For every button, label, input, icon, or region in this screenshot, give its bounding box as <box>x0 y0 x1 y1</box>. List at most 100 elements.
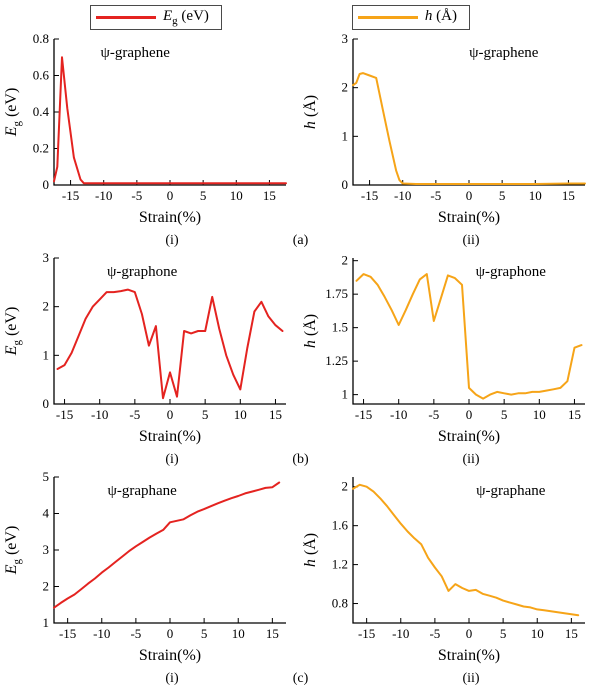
svg-text:5: 5 <box>201 626 208 641</box>
subplot-tag-ii: (ii) <box>462 671 480 686</box>
svg-text:0.8: 0.8 <box>33 31 49 46</box>
subplot-tag-i: (i) <box>165 671 179 686</box>
svg-text:0.8: 0.8 <box>332 596 348 611</box>
svg-text:3: 3 <box>43 250 50 265</box>
row-label-c: (c) <box>292 671 309 686</box>
legend-label-h: h (Å) <box>425 8 457 27</box>
svg-text:1.6: 1.6 <box>332 518 349 533</box>
svg-text:0: 0 <box>167 407 174 422</box>
svg-text:15: 15 <box>562 188 575 203</box>
svg-text:15: 15 <box>568 407 581 422</box>
svg-text:5: 5 <box>43 469 50 484</box>
svg-text:5: 5 <box>500 626 507 641</box>
svg-text:0.2: 0.2 <box>33 141 49 156</box>
svg-text:5: 5 <box>202 407 209 422</box>
svg-text:2: 2 <box>342 253 349 268</box>
legend-entry-h: h (Å) <box>351 5 470 30</box>
svg-text:ψ-graphone: ψ-graphone <box>476 264 547 280</box>
red-line-swatch <box>96 16 156 19</box>
svg-text:1: 1 <box>342 387 349 402</box>
chart-graphene-h: -15 -10 -5 0 5 10 15 0 1 2 3 ψ-graphene Strain(%) h (… <box>301 31 586 226</box>
h-unit: (Å) <box>432 8 457 24</box>
svg-text:1: 1 <box>43 615 50 630</box>
svg-text:15: 15 <box>565 626 578 641</box>
svg-text:2: 2 <box>43 579 50 594</box>
svg-text:h (Å): h (Å) <box>303 533 319 567</box>
svg-text:-15: -15 <box>358 626 375 641</box>
chart-graphane-eg: -15 -10 -5 0 5 10 15 1 2 3 4 5 ψ-graphane Strain(%) Eg… <box>3 469 286 664</box>
legend-entry-eg: Eg (eV) <box>90 5 222 30</box>
svg-text:ψ-graphane: ψ-graphane <box>107 483 177 499</box>
svg-text:-15: -15 <box>56 407 73 422</box>
svg-text:0: 0 <box>342 177 349 192</box>
svg-text:Strain(%): Strain(%) <box>139 647 201 664</box>
svg-text:-10: -10 <box>91 407 108 422</box>
svg-text:-10: -10 <box>394 188 411 203</box>
eg-symbol: E <box>163 8 173 24</box>
svg-text:Eg (eV): Eg (eV) <box>4 526 23 576</box>
row-label-b: (b) <box>292 452 309 467</box>
svg-text:h (Å): h (Å) <box>303 95 319 129</box>
svg-text:10: 10 <box>531 626 544 641</box>
svg-text:-5: -5 <box>429 626 440 641</box>
chart-graphone-eg: -15 -10 -5 0 5 10 15 0 1 2 3 ψ-graphone Strain(%) Eg … <box>3 250 286 445</box>
chart-graphone-h: -15 -10 -5 0 5 10 15 1 1.25 1.5 1.75 2 ψ-graphone Str… <box>301 253 585 445</box>
svg-text:5: 5 <box>499 188 506 203</box>
svg-text:0: 0 <box>167 188 174 203</box>
row-c: -15 -10 -5 0 5 10 15 1 2 3 4 5 ψ-graphane Strain(%) Eg… <box>0 469 601 688</box>
svg-text:-5: -5 <box>129 407 140 422</box>
row-b: -15 -10 -5 0 5 10 15 0 1 2 3 ψ-graphone Strain(%) Eg … <box>0 250 601 469</box>
chart-cell-graphane-h: -15 -10 -5 0 5 10 15 0.8 1.2 1.6 2 ψ-graphane Strain… <box>301 469 597 688</box>
svg-text:Strain(%): Strain(%) <box>438 209 500 226</box>
legend: Eg (eV) h (Å) <box>0 5 601 30</box>
svg-text:Eg (eV): Eg (eV) <box>4 307 23 357</box>
svg-text:-15: -15 <box>62 188 79 203</box>
svg-text:3: 3 <box>43 542 50 557</box>
svg-text:1.25: 1.25 <box>325 353 348 368</box>
svg-text:2: 2 <box>342 479 349 494</box>
svg-text:-5: -5 <box>428 407 439 422</box>
chart-graphene-eg: -15 -10 -5 0 5 10 15 0 0.2 0.4 0.6 0.8 ψ-graphene Str… <box>3 31 287 226</box>
eg-subscript: g <box>172 15 178 27</box>
svg-text:-5: -5 <box>430 188 441 203</box>
orange-line-swatch <box>357 16 418 19</box>
subplot-tag-i: (i) <box>165 452 179 467</box>
svg-text:ψ-graphene: ψ-graphene <box>469 45 539 61</box>
svg-text:0.4: 0.4 <box>33 104 50 119</box>
subplot-tag-ii: (ii) <box>462 233 480 248</box>
row-a: -15 -10 -5 0 5 10 15 0 0.2 0.4 0.6 0.8 ψ-graphene Str… <box>0 31 601 250</box>
svg-text:Eg (eV): Eg (eV) <box>4 88 23 138</box>
svg-text:-10: -10 <box>93 626 110 641</box>
chart-cell-graphone-eg: -15 -10 -5 0 5 10 15 0 1 2 3 ψ-graphone Strain(%) Eg … <box>3 250 298 469</box>
svg-text:1.2: 1.2 <box>332 557 348 572</box>
svg-text:-10: -10 <box>95 188 112 203</box>
chart-cell-graphone-h: -15 -10 -5 0 5 10 15 1 1.25 1.5 1.75 2 ψ-graphone Str… <box>301 250 597 469</box>
svg-text:15: 15 <box>269 407 282 422</box>
svg-text:0: 0 <box>43 396 50 411</box>
svg-text:Strain(%): Strain(%) <box>139 209 201 226</box>
chart-cell-graphene-eg: -15 -10 -5 0 5 10 15 0 0.2 0.4 0.6 0.8 ψ-graphene Str… <box>3 31 298 250</box>
svg-text:-5: -5 <box>131 188 142 203</box>
svg-text:Strain(%): Strain(%) <box>139 428 201 445</box>
svg-text:3: 3 <box>342 31 349 46</box>
svg-text:-10: -10 <box>392 626 409 641</box>
svg-text:ψ-graphane: ψ-graphane <box>476 483 546 499</box>
svg-text:-5: -5 <box>130 626 141 641</box>
svg-text:5: 5 <box>501 407 508 422</box>
row-label-a: (a) <box>292 233 309 248</box>
svg-text:1.5: 1.5 <box>332 320 348 335</box>
svg-text:15: 15 <box>263 188 276 203</box>
svg-text:1: 1 <box>342 128 349 143</box>
svg-text:-15: -15 <box>355 407 372 422</box>
svg-text:Strain(%): Strain(%) <box>438 428 500 445</box>
svg-text:10: 10 <box>230 188 243 203</box>
svg-text:10: 10 <box>232 626 245 641</box>
svg-text:5: 5 <box>200 188 207 203</box>
chart-cell-graphene-h: -15 -10 -5 0 5 10 15 0 1 2 3 ψ-graphene Strain(%) h (… <box>301 31 597 250</box>
subplot-tag-ii: (ii) <box>462 452 480 467</box>
svg-text:15: 15 <box>266 626 279 641</box>
svg-text:h (Å): h (Å) <box>303 314 319 348</box>
svg-text:0: 0 <box>466 407 473 422</box>
svg-text:4: 4 <box>43 506 50 521</box>
